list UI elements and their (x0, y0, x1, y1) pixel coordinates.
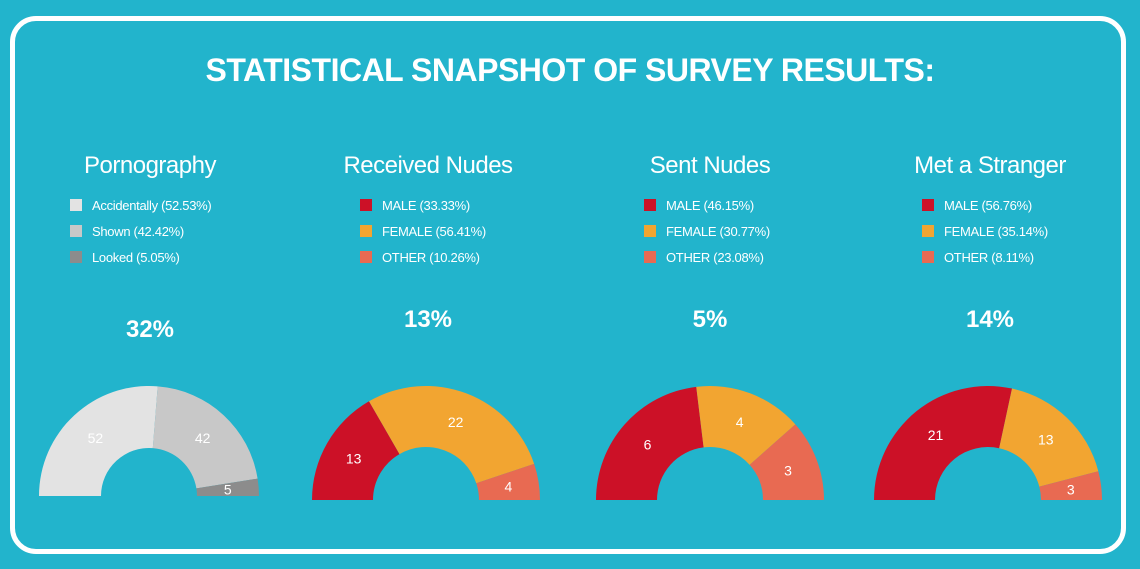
chart-panel-received-nudes: Received Nudes MALE (33.33%) FEMALE (56.… (298, 148, 558, 508)
chart-panel-pornography: Pornography Accidentally (52.53%) Shown … (20, 148, 280, 508)
legend: MALE (46.15%) FEMALE (30.77%) OTHER (23.… (644, 192, 770, 270)
donut-segment-female (999, 388, 1099, 487)
donut-chart: 13 22 4 (312, 386, 540, 500)
legend-label: MALE (33.33%) (382, 197, 470, 213)
percent-label: 14% (965, 306, 1015, 333)
chart-panel-met-a-stranger: Met a Stranger MALE (56.76%) FEMALE (35.… (860, 148, 1120, 508)
legend-swatch (360, 225, 372, 237)
legend-item: OTHER (23.08%) (644, 244, 770, 270)
donut-value-label: 3 (1067, 481, 1075, 497)
donut-segment-other (749, 424, 824, 500)
legend-label: Looked (5.05%) (92, 249, 180, 265)
donut-value-label: 13 (1038, 432, 1054, 448)
legend-label: Accidentally (52.53%) (92, 197, 212, 213)
legend-swatch (922, 251, 934, 263)
legend-item: MALE (33.33%) (360, 192, 486, 218)
legend-item: FEMALE (56.41%) (360, 218, 486, 244)
legend-item: FEMALE (30.77%) (644, 218, 770, 244)
legend-item: FEMALE (35.14%) (922, 218, 1048, 244)
legend-item: Looked (5.05%) (70, 244, 211, 270)
donut-value-label: 22 (448, 414, 464, 430)
percent-label: 5% (692, 306, 728, 333)
donut-segment-shown (152, 386, 258, 489)
legend-swatch (70, 199, 82, 211)
legend-label: Shown (42.42%) (92, 223, 184, 239)
chart-panel-sent-nudes: Sent Nudes MALE (46.15%) FEMALE (30.77%)… (580, 148, 840, 508)
legend-item: Accidentally (52.53%) (70, 192, 212, 218)
legend-swatch (644, 225, 656, 237)
legend-item: Shown (42.42%) (70, 218, 211, 244)
legend-label: FEMALE (35.14%) (944, 223, 1048, 239)
legend-swatch (70, 225, 82, 237)
donut-value-label: 6 (644, 437, 652, 453)
donut-chart: 52 42 5 (39, 386, 259, 498)
donut-value-label: 13 (346, 450, 362, 466)
content-frame (10, 16, 1126, 554)
donut-value-label: 52 (88, 430, 104, 446)
legend-item: OTHER (10.26%) (360, 244, 486, 270)
donut-segment-female (696, 386, 796, 465)
legend-swatch (922, 225, 934, 237)
legend-item: MALE (56.76%) (922, 192, 1048, 218)
legend-swatch (360, 199, 372, 211)
legend-swatch (70, 251, 82, 263)
donut-chart: 21 13 3 (874, 386, 1102, 500)
donut-value-label: 3 (784, 462, 792, 478)
donut-segment-looked (196, 478, 259, 496)
donut-segment-male (312, 401, 400, 500)
page-title: STATISTICAL SNAPSHOT OF SURVEY RESULTS: (205, 52, 935, 88)
legend-swatch (644, 199, 656, 211)
donut-chart: 6 4 3 (596, 386, 824, 500)
chart-title: Received Nudes (343, 152, 513, 179)
donut-value-label: 4 (736, 414, 744, 430)
chart-title: Sent Nudes (649, 152, 771, 179)
legend-item: MALE (46.15%) (644, 192, 770, 218)
donut-segment-accidentally (39, 386, 158, 496)
legend-label: OTHER (8.11%) (944, 249, 1034, 265)
legend: MALE (56.76%) FEMALE (35.14%) OTHER (8.1… (922, 192, 1048, 270)
legend-swatch (644, 251, 656, 263)
legend-swatch (922, 199, 934, 211)
donut-segment-other (1039, 471, 1102, 500)
legend-item: OTHER (8.11%) (922, 244, 1048, 270)
legend: Accidentally (52.53%) Shown (42.42%) Loo… (70, 192, 212, 270)
donut-value-label: 5 (224, 482, 232, 498)
legend-label: MALE (56.76%) (944, 197, 1032, 213)
donut-value-label: 42 (195, 430, 211, 446)
legend-label: FEMALE (30.77%) (666, 223, 770, 239)
legend-label: OTHER (23.08%) (666, 249, 764, 265)
donut-segment-male (874, 386, 1013, 500)
legend-label: FEMALE (56.41%) (382, 223, 486, 239)
donut-segment-female (369, 386, 535, 484)
chart-title: Met a Stranger (914, 152, 1066, 179)
donut-segment-other (476, 463, 540, 500)
legend-label: OTHER (10.26%) (382, 249, 480, 265)
legend-swatch (360, 251, 372, 263)
donut-value-label: 4 (505, 479, 513, 495)
donut-value-label: 21 (928, 427, 944, 443)
legend-label: MALE (46.15%) (666, 197, 754, 213)
percent-label: 13% (403, 306, 453, 333)
donut-segment-male (596, 386, 704, 500)
percent-label: 32% (125, 316, 175, 343)
legend: MALE (33.33%) FEMALE (56.41%) OTHER (10.… (360, 192, 486, 270)
chart-title: Pornography (84, 152, 216, 179)
